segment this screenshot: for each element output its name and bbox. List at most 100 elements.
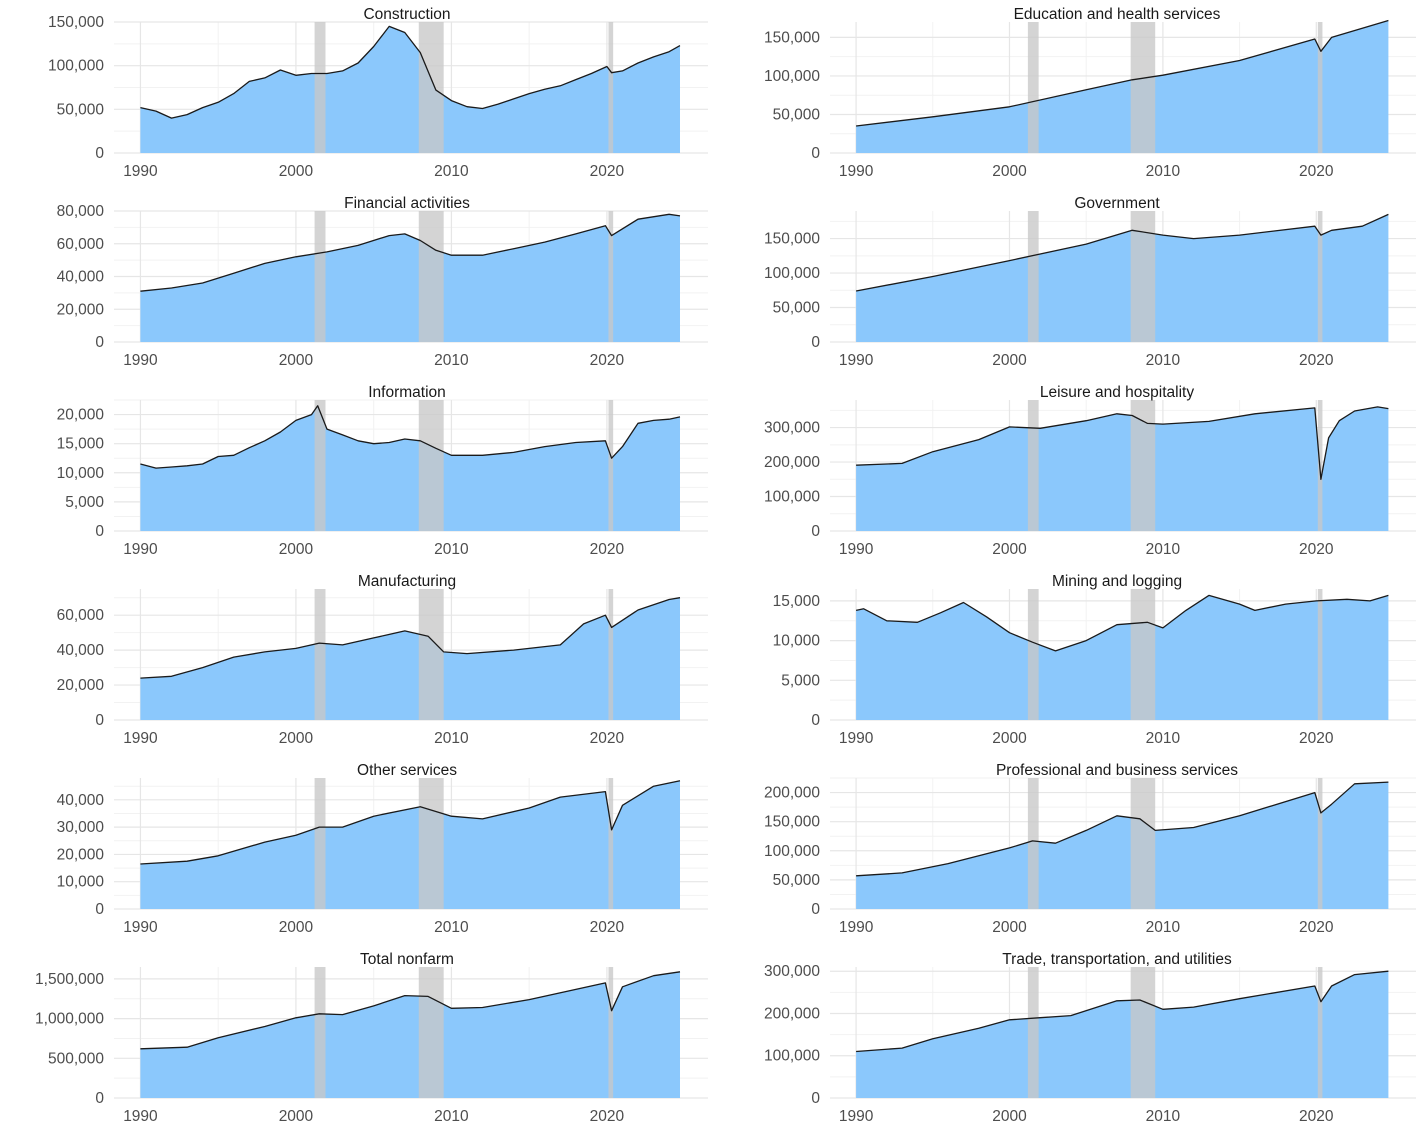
x-tick-label: 2000 [279,1108,314,1125]
series-line [855,594,1389,652]
y-tick-label: 100,000 [764,843,820,860]
recession-band [314,778,326,909]
x-tick-label: 2000 [992,1108,1027,1125]
panel-title: Other services [357,762,457,779]
y-tick-label: 100,000 [764,265,820,282]
y-tick-label: 150,000 [48,14,104,31]
y-tick-label: 150,000 [764,231,820,248]
recession-band [418,400,444,531]
x-tick-label: 2000 [279,541,314,558]
chart-panel: 0 50,000 100,000 150,000 200,000 1990 2000 2010… [710,756,1417,945]
x-tick-label: 2020 [590,1108,625,1125]
x-tick-label: 2010 [1146,919,1181,936]
panel-title: Information [368,384,446,401]
chart-svg: 0 5,000 10,000 15,000 20,000 1990 2000 2010 2020… [57,384,708,558]
x-tick-label: 1990 [123,541,158,558]
y-tick-label: 15,000 [773,593,821,610]
y-tick-label: 80,000 [57,203,105,220]
x-tick-label: 2000 [992,730,1027,747]
recession-band [1130,778,1156,909]
series-area [856,406,1389,531]
x-tick-label: 1990 [123,730,158,747]
x-tick-label: 2020 [1299,541,1334,558]
chart-panel: 0 500,000 1,000,000 1,500,000 1990 2000 2010 20… [2,945,710,1134]
chart-svg: 0 100,000 200,000 300,000 1990 2000 2010 2020 Le… [764,384,1416,558]
series-line [856,970,1389,1053]
series-area [140,780,680,909]
y-tick-label: 40,000 [57,269,105,286]
chart-svg: 0 500,000 1,000,000 1,500,000 1990 2000 2010 20… [35,951,708,1125]
chart-panel: 0 100,000 200,000 300,000 1990 2000 2010 2020 Tr… [710,945,1417,1134]
series-area [856,782,1389,909]
series-line [140,971,681,1050]
y-tick-label: 1,500,000 [35,971,104,988]
y-tick-label: 60,000 [57,236,105,253]
y-tick-label: 0 [811,712,820,729]
x-tick-label: 2000 [279,352,314,369]
recession-band [608,22,614,153]
x-tick-label: 2010 [434,730,469,747]
series-line [140,405,681,469]
x-tick-label: 2000 [992,163,1027,180]
y-tick-label: 100,000 [764,68,820,85]
y-tick-label: 300,000 [764,963,820,980]
series-area [856,214,1389,342]
x-tick-label: 2000 [279,163,314,180]
recession-band [608,778,614,909]
recession-band [1317,22,1323,153]
x-tick-label: 1990 [839,541,874,558]
x-tick-label: 2020 [590,919,625,936]
recession-band [1317,211,1323,342]
x-tick-label: 2020 [1299,730,1334,747]
recession-band [314,967,326,1098]
recession-band [418,211,444,342]
y-tick-label: 10,000 [773,633,821,650]
chart-svg: 0 20,000 40,000 60,000 1990 2000 2010 2020 Manuf… [57,573,708,747]
x-tick-label: 1990 [123,1108,158,1125]
y-tick-label: 50,000 [773,300,821,317]
series-line [140,780,681,865]
x-tick-label: 2010 [1146,352,1181,369]
chart-svg: 0 50,000 100,000 150,000 200,000 1990 2000 2010… [764,762,1416,936]
y-tick-label: 200,000 [764,1005,820,1022]
x-tick-label: 1990 [123,919,158,936]
series-line [856,406,1389,480]
recession-band [418,22,444,153]
y-tick-label: 100,000 [764,1048,820,1065]
panel-title: Education and health services [1014,6,1221,23]
y-tick-label: 0 [811,334,820,351]
y-tick-label: 0 [95,901,104,918]
series-line [140,213,681,292]
panel-title: Total nonfarm [360,951,454,968]
recession-band [1317,589,1323,720]
y-tick-label: 10,000 [57,465,105,482]
x-tick-label: 1990 [839,919,874,936]
recession-band [418,589,444,720]
recession-band [1027,589,1039,720]
chart-svg: 0 50,000 100,000 150,000 1990 2000 2010 2020 Gov… [764,195,1416,369]
y-tick-label: 0 [811,901,820,918]
panel-title: Trade, transportation, and utilities [1002,951,1232,968]
panel-title: Manufacturing [358,573,456,590]
chart-panel: 0 10,000 20,000 30,000 40,000 1990 2000 2010 202… [2,756,710,945]
chart-svg: 0 10,000 20,000 30,000 40,000 1990 2000 2010 202… [57,762,708,936]
y-tick-label: 0 [811,145,820,162]
x-tick-label: 2000 [992,919,1027,936]
y-tick-label: 100,000 [764,489,820,506]
recession-band [314,211,326,342]
y-tick-label: 40,000 [57,792,105,809]
x-tick-label: 2010 [434,541,469,558]
y-tick-label: 20,000 [57,677,105,694]
y-tick-label: 0 [811,1090,820,1107]
y-tick-label: 200,000 [764,785,820,802]
x-tick-label: 1990 [839,730,874,747]
y-tick-label: 20,000 [57,301,105,318]
series-line [140,597,681,679]
chart-panel: 0 5,000 10,000 15,000 20,000 1990 2000 2010 2020… [2,378,710,567]
x-tick-label: 2000 [992,541,1027,558]
chart-svg: 0 50,000 100,000 150,000 1990 2000 2010 2020 Con… [48,6,708,180]
recession-band [1130,589,1156,720]
chart-svg: 0 100,000 200,000 300,000 1990 2000 2010 2020 Tr… [764,951,1416,1125]
recession-band [314,589,326,720]
recession-band [608,967,614,1098]
